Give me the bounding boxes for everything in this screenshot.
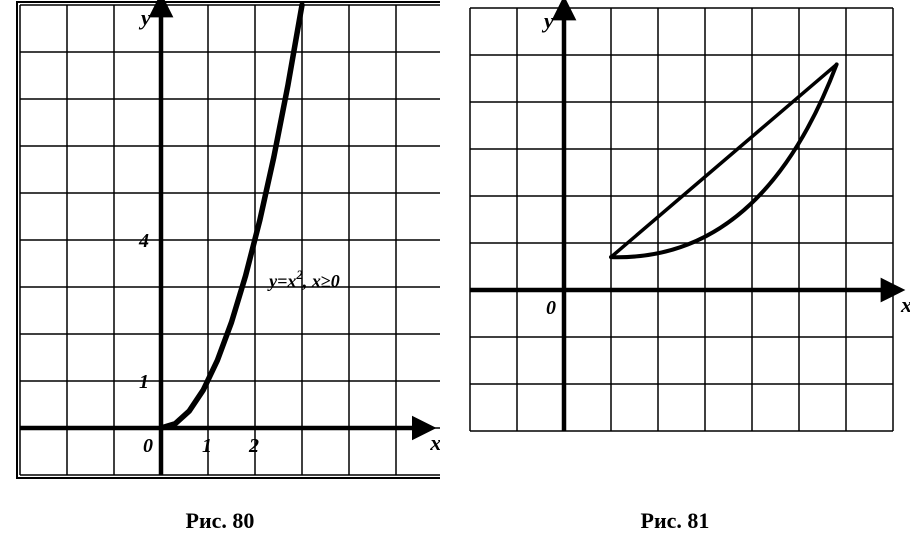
svg-text:x: x xyxy=(900,292,910,317)
svg-text:4: 4 xyxy=(138,230,149,252)
caption-left: Рис. 80 xyxy=(186,508,255,534)
svg-text:0: 0 xyxy=(143,435,153,457)
svg-text:1: 1 xyxy=(139,371,149,393)
caption-right: Рис. 81 xyxy=(641,508,710,534)
svg-text:2: 2 xyxy=(248,435,259,457)
svg-text:1: 1 xyxy=(202,435,212,457)
svg-text:y: y xyxy=(138,5,151,30)
svg-text:y=x2, x≥0: y=x2, x≥0 xyxy=(267,267,340,291)
svg-text:0: 0 xyxy=(546,297,556,319)
svg-text:x: x xyxy=(429,430,440,455)
chart-left: y x 0 1 2 1 4 y=x2, x≥0 xyxy=(0,0,440,500)
chart-right: y x 0 xyxy=(440,0,910,500)
svg-text:y: y xyxy=(541,8,554,33)
